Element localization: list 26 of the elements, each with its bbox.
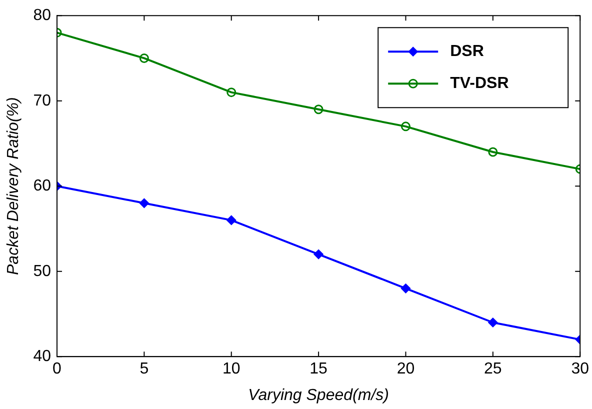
legend-label: DSR [450,43,484,60]
point [139,53,149,63]
y-tick-label: 80 [33,7,52,24]
x-tick-label: 10 [222,360,240,378]
x-tick-label: 25 [484,360,502,378]
x-tick-label: 20 [396,360,415,378]
legend-label: TV-DSR [450,75,510,92]
x-axis-title: Varying Speed(m/s) [248,386,389,404]
point [314,104,324,114]
point [400,284,410,294]
point [226,215,236,225]
x-tick-label: 5 [140,360,149,378]
point [488,147,498,157]
point [314,250,324,260]
x-tick-label: 0 [52,360,62,378]
point [226,88,236,98]
y-tick-label: 40 [33,348,52,366]
y-tick-label: 50 [33,262,52,280]
point [400,122,410,132]
y-axis-title: Packet Delivery Ratio(%) [5,97,22,276]
x-tick-label: 15 [310,360,328,378]
point [488,318,498,328]
y-tick-label: 70 [33,92,52,110]
y-tick-label: 60 [33,178,52,195]
point [139,198,149,208]
x-tick-label: 30 [571,360,590,378]
